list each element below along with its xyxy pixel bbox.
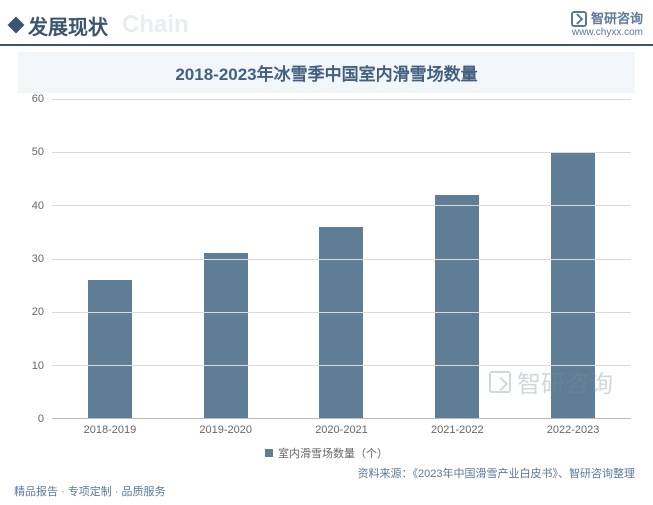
header-left: 发展现状 Chain — [10, 11, 189, 40]
header: 发展现状 Chain 智研咨询 www.chyxx.com — [0, 0, 653, 44]
chart-title: 2018-2023年冰雪季中国室内滑雪场数量 — [18, 52, 635, 93]
grid-line — [52, 205, 631, 206]
brand-row: 智研咨询 — [571, 11, 643, 27]
y-axis: 0102030405060 — [18, 99, 48, 419]
page: 发展现状 Chain 智研咨询 www.chyxx.com 2018-2023年… — [0, 0, 653, 505]
grid-line — [52, 259, 631, 260]
chart-legend: 室内滑雪场数量（个） — [18, 445, 635, 461]
watermark: 智研咨询 — [489, 364, 613, 399]
footer-left: 精品报告 · 专项定制 · 品质服务 — [14, 483, 166, 499]
header-right: 智研咨询 www.chyxx.com — [571, 11, 643, 39]
footer: 精品报告 · 专项定制 · 品质服务 — [0, 469, 653, 505]
y-tick-label: 50 — [32, 146, 44, 158]
y-tick-label: 40 — [32, 200, 44, 212]
y-tick-label: 60 — [32, 93, 44, 105]
x-tick-label: 2020-2021 — [284, 421, 400, 441]
brand-logo-icon — [571, 11, 587, 27]
y-tick-label: 0 — [38, 413, 44, 425]
grid-line — [52, 152, 631, 153]
x-tick-label: 2018-2019 — [52, 421, 168, 441]
diamond-icon — [8, 17, 25, 34]
bar — [435, 195, 479, 418]
brand-url: www.chyxx.com — [571, 27, 643, 39]
grid-line — [52, 312, 631, 313]
x-axis-labels: 2018-20192019-20202020-20212021-20222022… — [52, 421, 631, 441]
section-title: 发展现状 — [28, 11, 108, 40]
y-tick-label: 20 — [32, 306, 44, 318]
ghost-text: Chain — [122, 11, 189, 39]
brand-name: 智研咨询 — [591, 11, 643, 27]
bar — [88, 280, 132, 418]
x-tick-label: 2019-2020 — [168, 421, 284, 441]
bar — [204, 253, 248, 418]
x-tick-label: 2021-2022 — [399, 421, 515, 441]
legend-label: 室内滑雪场数量（个） — [278, 445, 388, 461]
x-tick-label: 2022-2023 — [515, 421, 631, 441]
watermark-text: 智研咨询 — [517, 364, 613, 399]
y-tick-label: 30 — [32, 253, 44, 265]
bar — [319, 227, 363, 418]
y-tick-label: 10 — [32, 360, 44, 372]
legend-swatch-icon — [265, 449, 273, 457]
chart-area: 2018-2023年冰雪季中国室内滑雪场数量 0 10 20 30 40 50 60 201… — [0, 46, 653, 461]
grid-line — [52, 99, 631, 100]
watermark-logo-icon — [489, 371, 511, 393]
